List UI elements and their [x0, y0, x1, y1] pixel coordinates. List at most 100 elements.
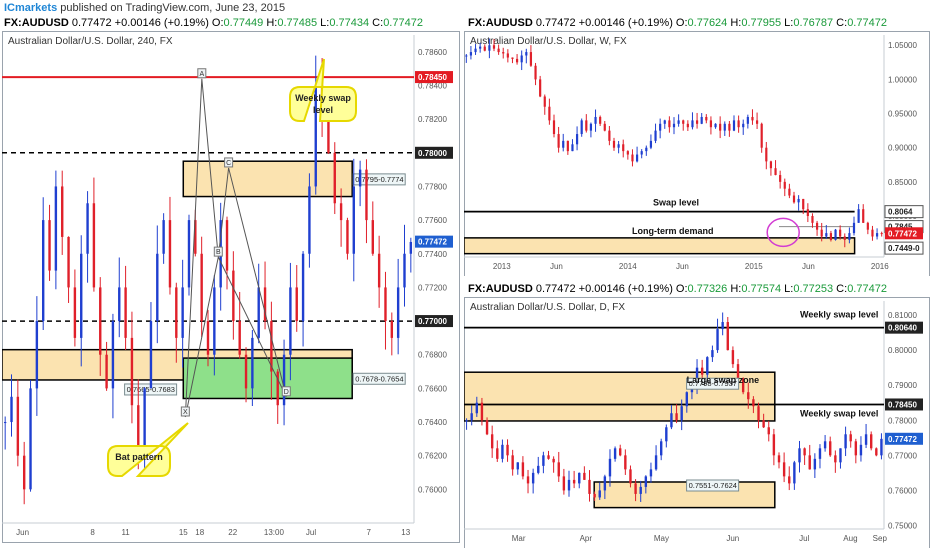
x-tick-label: Jul [306, 528, 316, 537]
quote-open: 0.77326 [687, 283, 728, 295]
candle-body [645, 147, 648, 152]
candle-body [529, 52, 533, 66]
daily-chart[interactable]: Australian Dollar/U.S. Dollar, D, FX 0.77… [464, 297, 930, 548]
candle-body [649, 469, 653, 477]
candle-body [806, 209, 809, 217]
candle-body [728, 123, 731, 131]
price-tag [885, 432, 923, 445]
candle-body [149, 321, 153, 389]
candle-body [793, 462, 796, 484]
candle-body [547, 455, 550, 459]
candle-body [92, 203, 96, 288]
pattern-point-label: C [226, 160, 231, 167]
x-tick-label: Jun [802, 262, 815, 271]
price-tag [415, 71, 453, 84]
candle-body [665, 427, 668, 442]
weekly-swap-label: Weekly swap level [800, 310, 878, 320]
candle-body [774, 168, 777, 176]
candle-body [352, 186, 355, 254]
candle-body [654, 455, 658, 470]
weekly-chart[interactable]: Australian Dollar/U.S. Dollar, W, FX Swap… [464, 31, 930, 276]
candle-body [752, 399, 755, 407]
pattern-point-box [281, 386, 291, 397]
zone-green [182, 357, 353, 400]
candle-body [721, 322, 724, 330]
candle-body [403, 253, 406, 288]
candle-body [866, 222, 869, 230]
candle-body [815, 222, 819, 230]
quote-low: 0.76787 [793, 17, 834, 29]
candle-body [531, 472, 535, 484]
candle-body [829, 233, 833, 240]
candle-body [346, 220, 349, 254]
candle-body [526, 476, 530, 484]
candle-body [557, 462, 560, 477]
candle-body [755, 120, 759, 124]
candle-body [864, 434, 868, 445]
candle-body [10, 396, 13, 423]
candle-body [365, 169, 368, 221]
y-tick-label: 0.81000 [888, 311, 917, 320]
candle-body [48, 220, 51, 271]
candle-body [862, 209, 865, 223]
candle-body [769, 161, 773, 169]
candle-body [823, 441, 827, 449]
candle-body [506, 444, 509, 456]
candle-body [634, 483, 637, 494]
bat-pattern-leg [217, 256, 287, 398]
y-tick-label: 0.77400 [418, 250, 447, 259]
candle-body [29, 388, 32, 490]
candle-body [496, 448, 499, 459]
candle-body [465, 420, 468, 422]
candle-body [709, 120, 713, 128]
candle-body [263, 287, 267, 322]
pattern-point-box [224, 157, 234, 168]
candle-body [680, 406, 683, 421]
price-tag [415, 315, 453, 328]
candle-body [485, 420, 489, 435]
pattern-point-label: A [199, 71, 204, 78]
quote-line-daily: FX:AUDUSD 0.77472 +0.00146 (+0.19%) O:0.… [468, 283, 887, 295]
y-tick-label: 1.00000 [888, 75, 917, 84]
candle-body [788, 188, 791, 196]
price-tag-label: 0.7845 [888, 223, 913, 232]
candle-body [617, 144, 620, 148]
y-tick-label: 0.78400 [418, 81, 447, 90]
h4-chart[interactable]: Australian Dollar/U.S. Dollar, 240, FX 0.… [2, 31, 460, 548]
candle-body [232, 270, 235, 322]
candle-body [811, 216, 814, 223]
candle-body [22, 455, 26, 490]
panel-frame [464, 31, 930, 276]
candle-body [803, 448, 806, 456]
x-tick-label: 13:00 [264, 528, 285, 537]
quote-low: 0.77253 [793, 283, 834, 295]
candle-body [492, 45, 496, 49]
candle-body [711, 350, 714, 358]
candle-body [859, 444, 863, 456]
x-tick-label: May [654, 534, 669, 543]
zone-label: 0.7678-0.7654 [355, 374, 403, 383]
candle-body [731, 350, 735, 365]
swap-level-label: Swap level [653, 198, 699, 208]
y-tick-label: 0.85000 [888, 178, 917, 187]
candle-body [714, 123, 717, 128]
candle-body [603, 476, 607, 491]
candle-body [187, 220, 191, 288]
x-tick-label: 2014 [619, 262, 637, 271]
candle-body [86, 203, 89, 254]
candle-body [339, 203, 343, 221]
candle-body [622, 144, 625, 152]
bat-pattern-callout-text: Bat pattern [115, 452, 163, 462]
quote-change: +0.00146 (+0.19%) [578, 283, 673, 295]
y-tick-label: 0.77600 [418, 216, 447, 225]
panel-frame [2, 31, 460, 543]
candle-body [813, 458, 817, 470]
zone-label: 0.7551-0.7624 [689, 481, 737, 490]
candle-body [194, 220, 197, 254]
candle-body [695, 367, 699, 386]
candle-body [567, 479, 571, 491]
candle-body [635, 154, 639, 162]
quote-last: 0.77472 [535, 17, 576, 29]
brand-name[interactable]: ICmarkets [4, 2, 58, 14]
chart-title: Australian Dollar/U.S. Dollar, D, FX [470, 302, 625, 313]
